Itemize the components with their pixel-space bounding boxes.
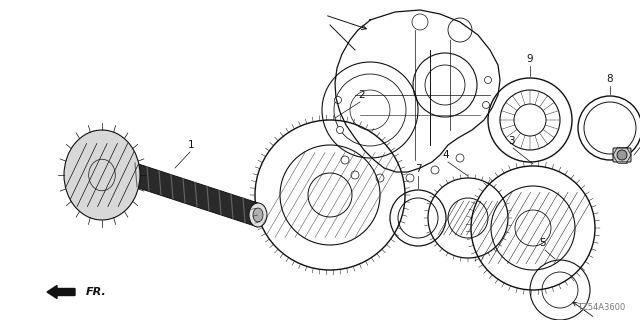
Circle shape [351,171,359,179]
Circle shape [456,154,464,162]
Text: 3: 3 [508,136,515,146]
Polygon shape [120,158,258,227]
Ellipse shape [253,208,263,222]
Circle shape [337,126,344,133]
Text: 7: 7 [415,164,421,174]
Circle shape [406,174,414,182]
Circle shape [341,156,349,164]
Circle shape [431,166,439,174]
Text: 5: 5 [540,238,547,248]
Circle shape [376,174,384,182]
Ellipse shape [249,203,267,227]
Circle shape [617,150,627,160]
Text: 4: 4 [443,150,449,160]
Circle shape [483,101,490,108]
Text: 2: 2 [358,90,365,100]
Text: TZ54A3600: TZ54A3600 [577,303,625,312]
FancyArrow shape [47,285,75,299]
Text: FR.: FR. [86,287,107,297]
Circle shape [484,76,492,84]
FancyBboxPatch shape [613,148,631,162]
Text: 8: 8 [607,74,613,84]
Ellipse shape [64,130,140,220]
Circle shape [335,97,342,103]
Text: 9: 9 [527,54,533,64]
Text: 1: 1 [188,140,195,150]
